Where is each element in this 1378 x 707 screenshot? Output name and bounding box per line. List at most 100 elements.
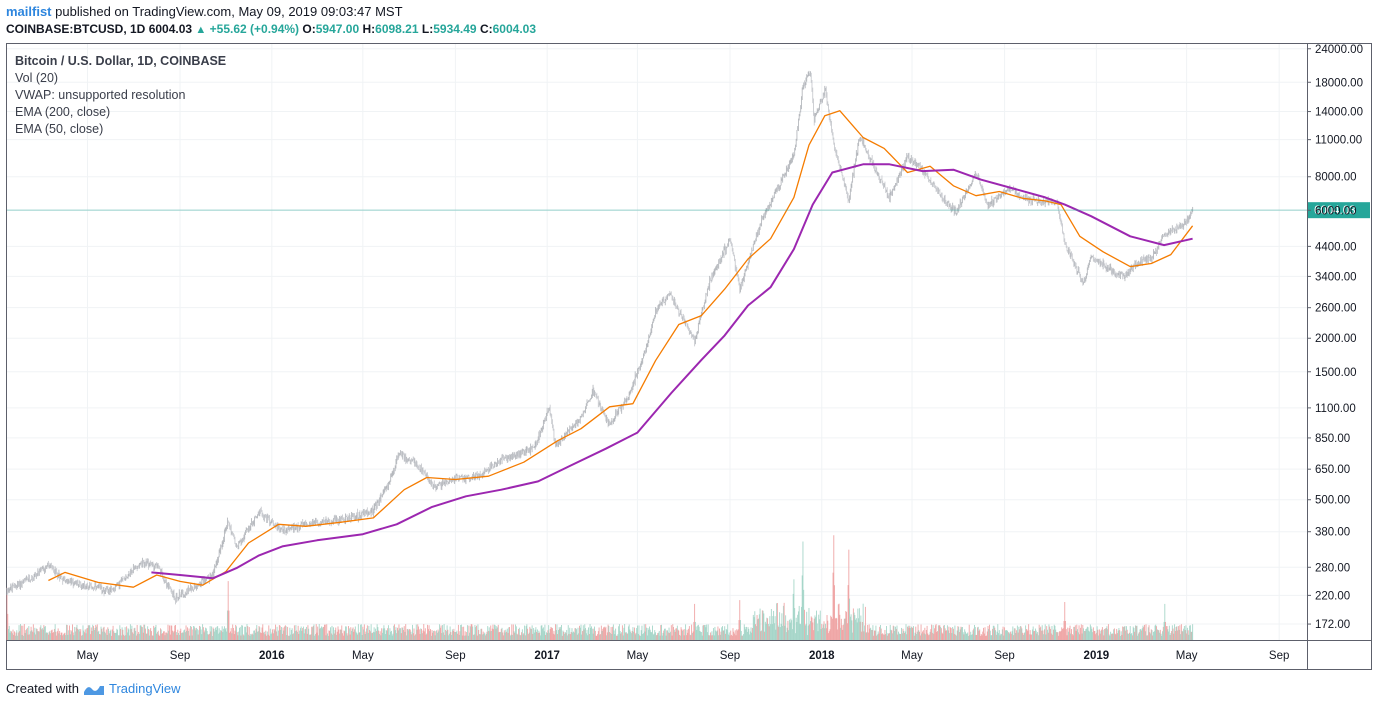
volume-bar — [551, 627, 553, 640]
volume-bar — [534, 629, 536, 640]
volume-bar — [83, 630, 85, 640]
volume-bar — [17, 635, 18, 640]
volume-bar — [141, 627, 143, 640]
volume-bar — [1159, 629, 1161, 640]
volume-bar — [861, 631, 863, 640]
volume-bar — [305, 626, 307, 640]
volume-bar — [602, 628, 604, 640]
volume-bar — [12, 629, 14, 640]
volume-bar — [92, 624, 94, 640]
volume-bar — [1068, 631, 1069, 640]
volume-bar — [199, 625, 201, 640]
volume-bar — [1123, 626, 1125, 640]
volume-bar — [742, 635, 744, 640]
volume-bar — [38, 631, 40, 640]
volume-bar — [669, 633, 671, 640]
volume-bar — [472, 634, 474, 640]
volume-bar — [625, 631, 627, 640]
volume-bar — [262, 624, 264, 640]
volume-bar — [502, 632, 504, 640]
volume-bar — [1031, 629, 1033, 640]
volume-bar — [1175, 626, 1177, 640]
volume-bar — [782, 605, 784, 640]
volume-bar — [142, 632, 144, 640]
volume-bar — [318, 635, 319, 640]
volume-bar — [74, 626, 76, 640]
volume-bar — [155, 624, 157, 640]
volume-bar — [1165, 626, 1167, 640]
volume-bar — [1144, 631, 1146, 640]
volume-bar — [1137, 635, 1139, 640]
volume-bar — [685, 635, 687, 640]
volume-bar — [213, 629, 215, 640]
volume-bar — [158, 634, 160, 640]
volume-bar — [646, 635, 648, 640]
volume-bar — [160, 629, 162, 640]
volume-bar — [546, 633, 548, 640]
volume-bar — [277, 635, 279, 640]
volume-bar — [191, 635, 193, 640]
volume-bar — [968, 624, 970, 640]
tradingview-link[interactable]: TradingView — [108, 681, 181, 696]
volume-bar — [299, 630, 301, 640]
price-chart[interactable]: 6004.03 24000.0018000.0014000.0011000.00… — [6, 43, 1372, 670]
volume-bar — [182, 632, 184, 640]
volume-bar — [73, 635, 75, 640]
y-tick-label: 500.00 — [1315, 495, 1350, 507]
volume-bar — [72, 632, 74, 640]
price-axis[interactable]: 24000.0018000.0014000.0011000.008000.006… — [1307, 44, 1363, 631]
volume-bar — [230, 628, 232, 640]
volume-bar — [932, 625, 934, 640]
volume-bar — [20, 624, 21, 640]
volume-bar — [514, 632, 516, 640]
volume-bar — [681, 629, 683, 640]
volume-bar — [500, 628, 502, 640]
author-link[interactable]: mailfist — [6, 4, 52, 19]
legend-item-vwap[interactable]: VWAP: unsupported resolution — [15, 88, 186, 102]
volume-bar — [57, 628, 59, 640]
volume-bar — [1012, 626, 1014, 640]
volume-bar — [672, 624, 674, 640]
volume-bar — [435, 631, 437, 640]
volume-bar — [1140, 629, 1142, 640]
volume-bar — [599, 634, 601, 640]
volume-bar — [141, 626, 143, 640]
legend-item-ema50[interactable]: EMA (50, close) — [15, 122, 104, 136]
volume-bar — [684, 629, 686, 640]
volume-bar — [1182, 631, 1184, 640]
volume-bar — [367, 632, 369, 640]
volume-bar — [698, 626, 700, 640]
volume-bar — [911, 627, 913, 640]
volume-bar — [889, 624, 891, 640]
volume-bar — [271, 632, 273, 640]
volume-bar — [353, 631, 355, 640]
volume-bar — [1096, 626, 1098, 640]
volume-bar — [794, 633, 796, 640]
time-axis[interactable]: May Sep 2016 May Sep 2017 May Sep 2018 May Sep 2019… — [77, 650, 1290, 662]
volume-bar — [111, 635, 113, 640]
volume-bar — [103, 626, 105, 640]
volume-bar — [644, 631, 646, 640]
volume-bar — [27, 634, 29, 640]
volume-bar — [1022, 634, 1024, 640]
legend-item-ema200[interactable]: EMA (200, close) — [15, 105, 111, 119]
volume-bar — [520, 635, 522, 640]
volume-bar — [630, 633, 632, 640]
volume-bar — [1171, 631, 1173, 640]
volume-bar — [926, 625, 928, 640]
volume-bar — [677, 629, 679, 640]
volume-bar — [661, 635, 663, 640]
volume-bar — [436, 632, 438, 640]
volume-bar — [1084, 631, 1086, 640]
volume-bar — [299, 628, 301, 640]
volume-bar — [219, 632, 221, 640]
volume-bar — [432, 632, 434, 640]
volume-bar — [1098, 635, 1100, 640]
legend-item-volume[interactable]: Vol (20) — [15, 71, 59, 85]
volume-bar — [651, 632, 653, 640]
volume-bar — [100, 626, 102, 640]
volume-bar — [1119, 630, 1121, 640]
volume-bar — [454, 632, 456, 640]
volume-bar — [275, 624, 277, 640]
volume-bar — [78, 629, 79, 640]
